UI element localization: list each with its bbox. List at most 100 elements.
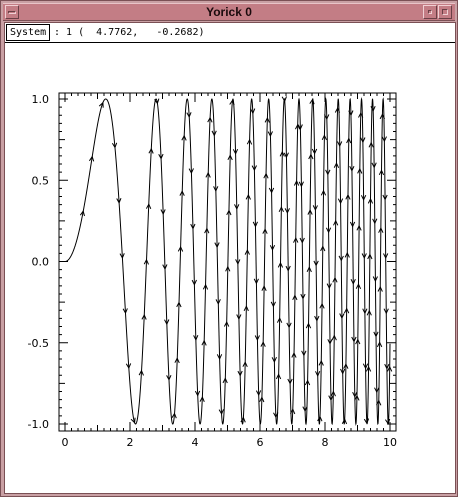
arrow-marker [325,227,332,234]
arrow-marker [348,110,354,117]
system-button[interactable]: System [6,24,51,41]
arrow-marker [370,105,376,112]
arrow-marker [349,165,355,172]
arrow-marker [229,99,235,106]
arrow-marker [355,338,361,345]
arrow-marker [154,98,160,105]
plot-canvas[interactable]: 0 2 4 6 8 10 1.0 0.5 0.0 -0.5 -1.0 [5,23,455,493]
arrow-marker [312,205,318,212]
arrow-marker [223,320,230,327]
window-menu-button[interactable] [5,5,19,19]
arrow-marker [366,309,372,316]
arrow-marker [79,210,85,217]
arrow-marker [294,123,301,130]
arrow-marker [240,416,246,423]
y-tick-label: -0.5 [28,337,49,350]
arrow-marker [160,209,166,216]
arrow-marker [190,223,196,230]
arrow-marker [215,299,221,305]
arrow-marker [191,279,197,286]
arrow-marker [244,248,250,255]
maximize-button[interactable] [438,5,452,19]
arrow-marker [171,412,177,419]
arrow-marker [205,171,211,178]
arrow-marker [371,162,377,169]
arrow-marker [284,208,290,214]
arrow-marker [365,365,372,372]
arrow-marker [177,245,184,252]
title-bar[interactable]: Yorick 0 [3,3,455,21]
arrow-marker [166,375,172,381]
arrow-marker [344,251,350,258]
arrow-marker [194,390,201,397]
arrow-marker [236,314,242,321]
arrow-marker [174,357,180,364]
arrow-marker [291,351,297,358]
arrow-marker [320,245,326,252]
arrow-marker [326,283,332,290]
x-tick-label: 2 [127,436,134,449]
arrow-marker [181,134,187,141]
arrow-marker [358,111,364,118]
arrow-marker [88,155,95,162]
arrow-marker [261,285,267,292]
window-menu-icon [8,11,16,14]
x-tick-label: 10 [383,436,397,449]
arrow-marker [125,363,132,370]
arrow-marker [350,278,356,285]
arrow-marker [334,106,341,113]
arrow-marker [243,305,249,312]
arrow-marker [313,260,319,267]
arrow-marker [293,179,300,186]
arrow-marker [314,315,320,322]
arrow-marker [357,167,363,174]
arrow-marker [270,301,276,308]
arrow-marker [360,194,367,201]
arrow-marker [320,189,327,196]
arrow-marker [213,186,219,192]
arrow-marker [327,338,333,345]
arrow-marker [302,406,308,413]
arrow-marker [352,391,358,398]
graphics-window[interactable]: System : 1 ( 4.7762, -0.2682) 0 2 4 6 8 10 1.0… [4,22,456,494]
arrow-marker [377,285,383,292]
arrow-marker [387,365,393,372]
arrow-marker [202,283,209,290]
arrow-marker [306,266,312,273]
arrow-marker [259,396,265,403]
arrow-marker [193,335,199,341]
series-markers [79,96,393,425]
arrow-marker [204,227,210,234]
arrow-marker [214,242,220,249]
arrow-marker [321,134,327,141]
arrow-marker [330,390,336,397]
arrow-marker [232,148,239,155]
arrow-marker [237,370,243,377]
arrow-marker [116,198,122,204]
arrow-marker [271,356,277,363]
tick-labels: 0 2 4 6 8 10 1.0 0.5 0.0 -0.5 -1.0 [28,93,397,449]
arrow-marker [234,204,240,211]
arrow-marker [158,153,164,160]
arrow-marker [384,418,391,425]
arrow-marker [179,190,185,196]
arrow-marker [300,293,306,300]
arrow-marker [222,377,228,384]
series-line [65,97,391,426]
arrow-marker [343,363,349,369]
arrow-marker [201,339,207,346]
arrow-marker [141,313,147,320]
minimize-button[interactable] [423,5,437,19]
arrow-marker [304,379,311,386]
arrow-marker [111,142,118,149]
arrow-marker [324,114,330,121]
arrow-marker [218,409,224,416]
arrow-marker [376,341,383,348]
arrow-marker [143,258,149,265]
coordinate-readout: : 1 ( 4.7762, -0.2682) [54,27,205,38]
arrow-marker [345,193,351,200]
arrow-marker [307,208,313,215]
arrow-marker [290,408,296,415]
arrow-marker [276,317,283,323]
arrow-marker [381,136,387,143]
